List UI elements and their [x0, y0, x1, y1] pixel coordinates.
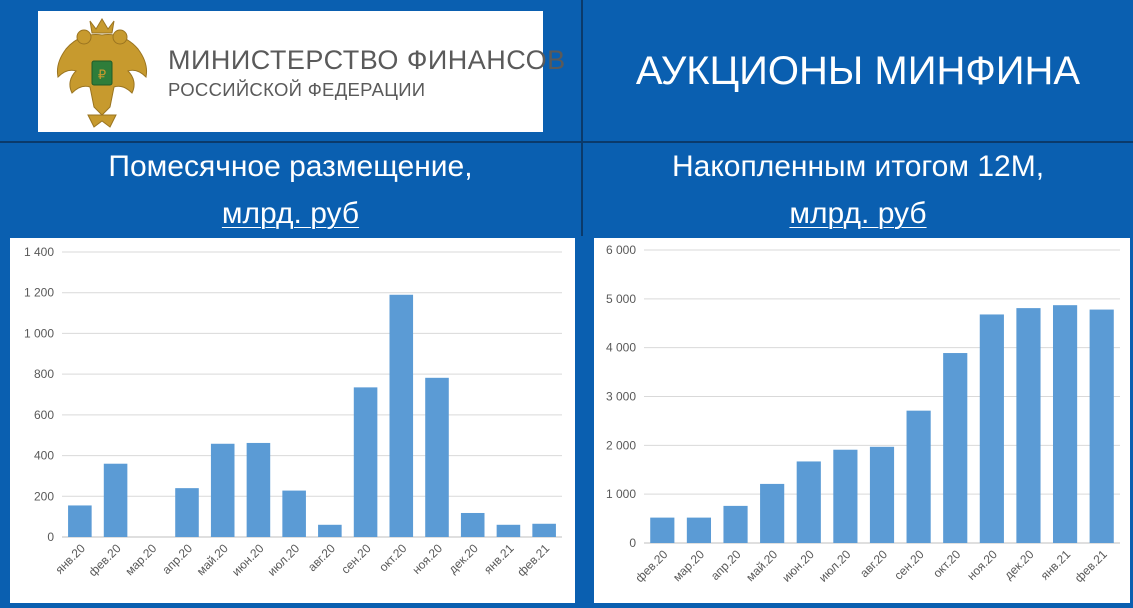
y-tick-label: 0 — [629, 536, 636, 550]
bar — [532, 523, 556, 537]
bar — [353, 387, 378, 537]
x-tick-label: апр.20 — [708, 547, 744, 583]
y-tick-label: 6 000 — [606, 243, 636, 257]
x-tick-label: авг.20 — [857, 547, 890, 580]
x-tick-label: мар.20 — [670, 547, 707, 584]
bar — [833, 449, 858, 543]
y-tick-label: 1 400 — [24, 245, 54, 259]
page-title: АУКЦИОНЫ МИНФИНА — [635, 48, 1081, 93]
bar — [68, 505, 92, 537]
x-tick-label: сен.20 — [891, 547, 927, 583]
svg-text:₽: ₽ — [98, 67, 106, 82]
x-tick-label: апр.20 — [159, 541, 195, 577]
bar — [1089, 309, 1114, 543]
gridlines — [62, 251, 562, 538]
bar — [246, 442, 271, 537]
y-tick-label: 400 — [34, 449, 54, 463]
x-tick-label: ноя.20 — [409, 541, 445, 577]
cumulative-12m-chart: 0 1 000 2 000 3 000 4 000 5 000 6 000 фев.20 мар… — [594, 238, 1130, 603]
right-panel-title: Накопленным итогом 12М, — [671, 150, 1045, 183]
y-tick-label: 1 200 — [24, 286, 54, 300]
left-panel-title: Помесячное размещение, — [108, 150, 473, 183]
bar — [460, 512, 485, 537]
x-tick-label: мар.20 — [122, 541, 159, 578]
bar — [389, 294, 414, 537]
bar — [906, 410, 931, 543]
bar — [318, 524, 342, 537]
bar — [496, 524, 521, 537]
bar — [1052, 305, 1078, 543]
y-tick-label: 1 000 — [24, 326, 54, 340]
x-tick-label: ноя.20 — [964, 547, 1000, 583]
x-tick-label: фев.21 — [1072, 547, 1110, 585]
x-tick-label: окт.20 — [930, 547, 963, 580]
bar — [869, 446, 895, 543]
x-tick-label: янв.21 — [481, 541, 517, 577]
x-tick-label: сен.20 — [338, 541, 374, 577]
x-tick-label: июл.20 — [816, 547, 854, 585]
ministry-name-line1: МИНИСТЕРСТВО ФИНАНСОВ — [168, 45, 566, 75]
y-tick-label: 800 — [34, 367, 54, 381]
ministry-name-line2: РОССИЙСКОЙ ФЕДЕРАЦИИ — [168, 79, 426, 100]
x-tick-label: дек.20 — [1002, 547, 1037, 582]
monthly-placement-chart-svg: 0 200 400 600 800 1 000 1 200 1 400 янв.20фев.20… — [24, 245, 562, 579]
left-panel-heading: Помесячное размещение, млрд. руб — [0, 143, 581, 237]
x-tick-label: окт.20 — [376, 541, 409, 574]
y-tick-label: 5 000 — [606, 292, 636, 306]
y-tick-label: 3 000 — [606, 390, 636, 404]
x-tick-label: дек.20 — [446, 541, 481, 576]
right-panel-heading: Накопленным итогом 12М, млрд. руб — [583, 143, 1133, 237]
header-divider-horizontal — [0, 141, 1133, 143]
right-panel-unit: млрд. руб — [789, 197, 927, 230]
bar — [760, 483, 785, 543]
bar — [796, 461, 821, 543]
x-tick-label: июл.20 — [265, 541, 303, 579]
bar — [1016, 308, 1041, 543]
y-tick-label: 200 — [34, 489, 54, 503]
header-divider-vertical — [581, 0, 583, 236]
bar — [686, 517, 712, 543]
bar — [282, 490, 306, 537]
x-tick-label: фев.20 — [633, 547, 671, 585]
y-tick-label: 2 000 — [606, 438, 636, 452]
x-tick-label: авг.20 — [305, 541, 338, 574]
x-tick-label: май.20 — [194, 541, 231, 578]
bar — [943, 353, 968, 543]
x-tick-label: июн.20 — [229, 541, 267, 579]
y-tick-label: 4 000 — [606, 341, 636, 355]
bar — [210, 443, 235, 537]
x-tick-label: янв.20 — [52, 541, 88, 577]
double-headed-eagle-icon: ₽ — [57, 18, 147, 128]
y-tick-label: 1 000 — [606, 487, 636, 501]
cumulative-12m-chart-svg: 0 1 000 2 000 3 000 4 000 5 000 6 000 фев.20 мар… — [606, 243, 1120, 585]
x-tick-label: май.20 — [743, 547, 780, 584]
bar — [103, 463, 128, 537]
x-tick-label: янв.21 — [1038, 547, 1074, 583]
monthly-placement-chart: 0 200 400 600 800 1 000 1 200 1 400 янв.20 фев.20… — [10, 238, 575, 603]
bar — [650, 517, 675, 543]
y-tick-label: 600 — [34, 408, 54, 422]
left-panel-unit: млрд. руб — [221, 197, 360, 230]
x-tick-label: фев.20 — [86, 541, 124, 579]
bar — [175, 488, 199, 537]
bar — [425, 377, 449, 537]
bar — [723, 505, 748, 543]
x-tick-label: июн.20 — [779, 547, 817, 585]
y-tick-label: 0 — [47, 530, 54, 544]
bar — [979, 314, 1004, 543]
ministry-logo: ₽ МИНИСТЕРСТВО ФИНАНСОВ РОССИЙСКОЙ ФЕДЕР… — [38, 11, 565, 132]
x-tick-label: фев.21 — [514, 541, 552, 579]
